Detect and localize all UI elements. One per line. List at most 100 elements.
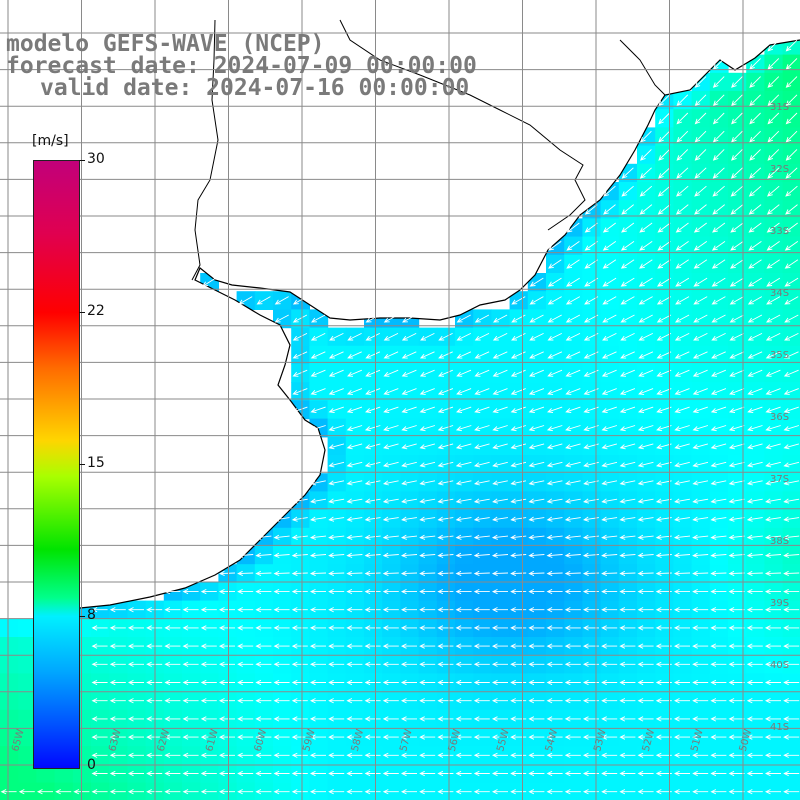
wind-arrow	[638, 369, 654, 377]
wind-arrow	[309, 716, 326, 722]
wind-arrow	[619, 461, 636, 468]
wind-arrow	[693, 332, 708, 341]
wind-arrow	[602, 277, 617, 287]
forecast-date: forecast date: 2024-07-09 00:00:00	[6, 53, 477, 79]
wind-arrow	[546, 588, 563, 595]
wind-arrow	[164, 679, 181, 686]
wind-arrow	[491, 716, 508, 722]
wind-arrow	[400, 625, 417, 631]
wind-arrow	[710, 607, 727, 613]
wind-arrow	[164, 588, 181, 595]
wind-arrow	[127, 698, 144, 704]
wind-arrow	[528, 625, 545, 631]
wind-arrow	[746, 734, 763, 740]
wind-arrow	[382, 770, 399, 777]
wind-arrow	[620, 332, 635, 341]
wind-arrow	[601, 406, 617, 413]
wind-arrow	[237, 698, 254, 704]
wind-arrow	[711, 277, 726, 287]
wind-arrow	[455, 516, 472, 522]
wind-arrow	[564, 552, 581, 558]
wind-arrow	[783, 552, 800, 558]
wind-arrow	[291, 752, 308, 758]
wind-arrow	[218, 698, 235, 704]
colorbar-tick-label: 8	[87, 607, 96, 623]
wind-arrow	[473, 498, 490, 504]
wind-arrow	[746, 661, 763, 667]
wind-arrow	[746, 679, 763, 686]
wind-arrow	[200, 679, 217, 686]
wind-arrow	[546, 443, 563, 450]
wind-arrow	[400, 607, 417, 613]
wind-arrow	[310, 314, 326, 323]
wind-arrow	[510, 552, 527, 558]
wind-arrow	[657, 204, 671, 215]
wind-arrow	[712, 130, 725, 143]
wind-arrow	[673, 789, 690, 795]
wind-arrow	[328, 552, 345, 558]
wind-arrow	[621, 204, 634, 215]
wind-arrow	[328, 425, 345, 432]
wind-arrow	[510, 534, 527, 540]
wind-arrow	[637, 461, 654, 468]
wind-arrow	[437, 661, 454, 667]
wind-arrow	[710, 406, 727, 413]
wind-arrow	[510, 588, 527, 595]
wind-arrow	[784, 332, 799, 341]
ocean-cell	[0, 764, 19, 784]
wind-arrow	[382, 607, 399, 613]
wind-arrow	[200, 607, 217, 613]
wind-arrow	[566, 241, 580, 251]
wind-arrow	[456, 314, 471, 323]
wind-arrow	[692, 752, 709, 758]
wind-arrow	[728, 570, 745, 577]
wind-arrow	[731, 76, 743, 88]
ocean-cell	[18, 709, 37, 729]
wind-arrow	[383, 406, 399, 413]
wind-arrow	[766, 277, 781, 287]
wind-arrow	[528, 516, 545, 522]
wind-arrow	[328, 534, 345, 540]
wind-arrow	[546, 643, 563, 649]
wind-arrow	[510, 607, 527, 613]
wind-arrow	[676, 149, 689, 161]
wind-arrow	[382, 516, 399, 522]
wind-arrow	[528, 679, 545, 686]
wind-arrow	[419, 351, 435, 359]
wind-arrow	[619, 570, 636, 577]
wind-arrow	[656, 369, 672, 377]
wind-arrow	[658, 167, 671, 179]
wind-arrow	[658, 112, 670, 125]
wind-arrow	[692, 643, 709, 649]
wind-arrow	[602, 332, 617, 341]
ocean-cell	[18, 746, 37, 765]
wind-arrow	[765, 369, 781, 377]
wind-arrow	[637, 607, 654, 613]
wind-arrow	[547, 406, 563, 413]
wind-arrow	[749, 94, 761, 107]
wind-arrow	[473, 625, 490, 631]
wind-arrow	[676, 167, 689, 179]
wind-arrow	[91, 661, 108, 667]
wind-arrow	[291, 552, 308, 558]
wind-arrow	[692, 369, 708, 377]
wind-arrow	[510, 570, 527, 577]
wind-arrow	[419, 552, 436, 558]
wind-arrow	[730, 241, 744, 251]
wind-arrow	[419, 588, 436, 595]
wind-arrow	[566, 259, 580, 269]
wind-arrow	[710, 679, 727, 686]
wind-arrow	[492, 369, 508, 377]
wind-arrow	[785, 149, 798, 161]
wind-arrow	[218, 789, 235, 795]
wind-arrow	[346, 461, 363, 468]
wind-arrow	[529, 277, 544, 287]
wind-arrow	[619, 698, 636, 704]
wind-arrow	[491, 552, 509, 558]
ocean-cell	[18, 618, 37, 638]
wind-arrow	[455, 770, 472, 777]
wind-arrow	[400, 679, 417, 686]
wind-arrow	[712, 112, 725, 125]
wind-arrow	[510, 789, 527, 795]
